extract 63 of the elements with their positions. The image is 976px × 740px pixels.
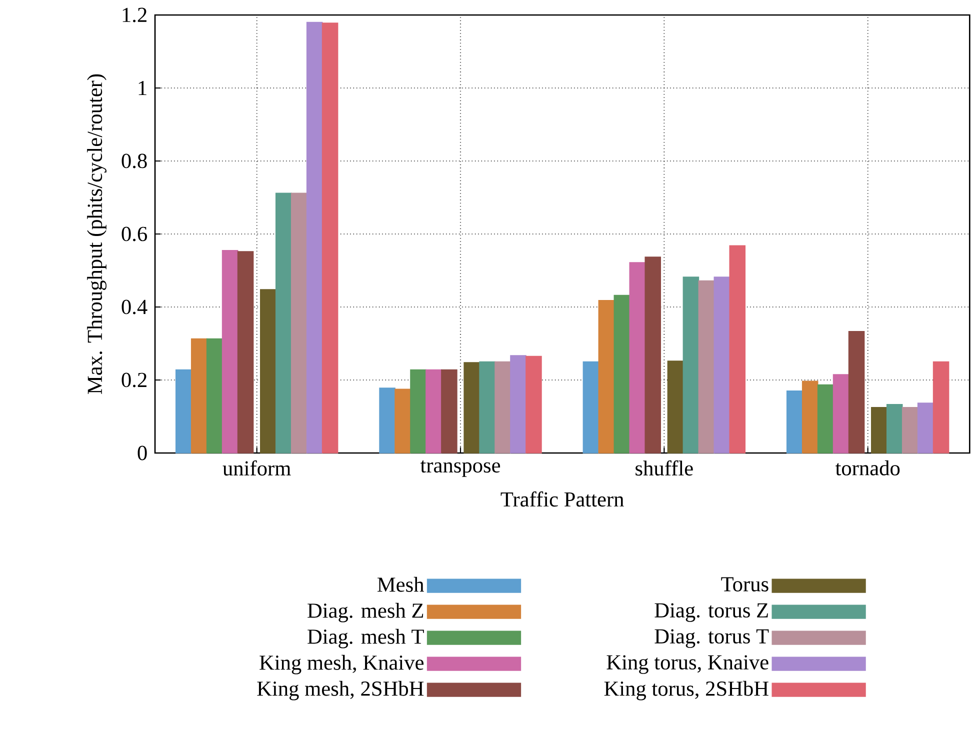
- bar: [379, 388, 396, 454]
- bar: [667, 360, 684, 454]
- legend-label: Diag. torus T: [654, 629, 769, 648]
- bar: [190, 338, 208, 454]
- bar: [306, 22, 323, 454]
- bar: [260, 289, 276, 454]
- bar: [237, 251, 254, 454]
- legend-label: King mesh, 2SHbH: [257, 680, 424, 700]
- bar: [479, 361, 496, 454]
- bar: [644, 256, 661, 454]
- bar: [290, 192, 308, 454]
- bar: [729, 245, 746, 454]
- y-tick-label: 0.2: [122, 372, 146, 388]
- x-axis-title: Traffic Pattern: [500, 491, 624, 507]
- legend-label: Mesh: [377, 576, 424, 592]
- bar: [848, 331, 865, 454]
- legend-label: Diag. mesh T: [308, 628, 424, 648]
- bar: [441, 369, 458, 454]
- y-tick-label: 0.4: [122, 300, 148, 314]
- bar: [902, 406, 918, 454]
- bar: [629, 262, 646, 454]
- y-tick-label: 0: [138, 446, 147, 460]
- bar: [526, 356, 542, 454]
- legend-label: King mesh, Knaive: [260, 654, 424, 674]
- bar: [698, 280, 715, 454]
- x-tick-label: transpose: [420, 460, 500, 477]
- legend-label: King torus, 2SHbH: [604, 680, 768, 700]
- bar: [917, 402, 934, 454]
- bar: [510, 355, 526, 454]
- bar: [786, 390, 803, 454]
- legend-label: Torus: [721, 577, 768, 592]
- y-tick-label: 0.6: [122, 226, 147, 242]
- x-tick-label: tornado: [835, 460, 900, 476]
- bar: [802, 380, 818, 454]
- bar: [206, 338, 223, 454]
- bar: [870, 406, 888, 454]
- legend-label: King torus, Knaive: [606, 655, 768, 674]
- bar: [175, 369, 192, 454]
- bar: [275, 192, 292, 454]
- bar: [832, 374, 850, 454]
- bar: [410, 369, 426, 454]
- bar: [932, 361, 950, 454]
- x-tick-label: shuffle: [636, 460, 693, 476]
- legend-label: Diag. mesh Z: [308, 602, 424, 622]
- y-axis-title: Max. Throughput (phits/cycle/router): [87, 74, 106, 394]
- bar: [322, 22, 338, 454]
- y-tick-label: 1: [138, 80, 146, 96]
- bar: [222, 250, 238, 454]
- x-tick-label: uniform: [222, 460, 291, 476]
- bar: [598, 300, 615, 454]
- bar: [582, 361, 600, 454]
- bar: [464, 362, 480, 454]
- bar: [394, 388, 411, 454]
- bar: [614, 294, 630, 454]
- bar: [886, 404, 903, 454]
- bar: [714, 276, 730, 454]
- bar: [426, 369, 442, 454]
- bar: [494, 361, 511, 454]
- y-tick-label: 0.8: [122, 154, 147, 168]
- y-tick-label: 1.2: [122, 8, 146, 22]
- bar: [682, 276, 700, 454]
- legend-label: Diag. torus Z: [654, 603, 768, 622]
- bar: [817, 384, 834, 454]
